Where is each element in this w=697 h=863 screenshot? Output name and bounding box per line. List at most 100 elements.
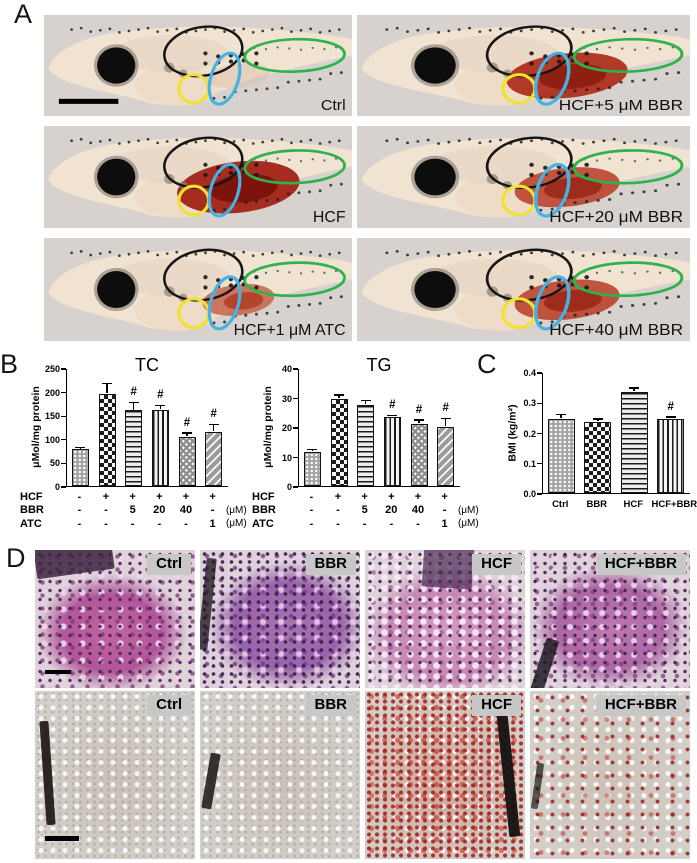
treatment-row-label: BBR	[252, 504, 276, 517]
bar-bmi-0	[547, 418, 575, 493]
x-category-label: HCF+BBR	[651, 499, 697, 510]
significance-hash: #	[130, 386, 137, 399]
y-tick-label: 250	[44, 364, 60, 374]
error-bar	[444, 417, 447, 427]
lipid-stain-core	[539, 64, 607, 90]
histology-image-label: HCF	[472, 695, 521, 716]
y-tick-mark	[536, 463, 542, 465]
error-bar	[633, 387, 636, 392]
treatment-cell: -	[77, 490, 82, 503]
fish-image-ctrl: Ctrl	[44, 15, 352, 116]
bar-bmi-1	[584, 421, 612, 493]
error-bar-cap	[334, 393, 344, 396]
liver-ellipse-annotation	[207, 275, 242, 331]
trunk-ellipse-annotation	[243, 261, 346, 298]
significance-hash: #	[389, 399, 396, 412]
error-bar-cap	[155, 404, 166, 407]
treatment-cell: +	[441, 490, 448, 503]
treatment-cell: -	[77, 504, 82, 517]
treatment-unit-label: (μM)	[457, 518, 479, 530]
lipid-stain-core	[543, 177, 602, 200]
tg-chart: TG μMol/mg protein # # #0 10 20 30 40 HCF - + + + + + BB…	[248, 355, 488, 551]
fish-eye	[97, 158, 136, 196]
bmi-chart: BMI (kg/m²) #0.0 0.1 0.2 0.3 0.4 Ctrl BBR HCF HCF…	[496, 357, 697, 552]
scale-bar	[45, 836, 79, 841]
treatment-row-label: ATC	[252, 517, 274, 530]
treatment-unit-label: (μM)	[225, 504, 247, 516]
y-tick-mark	[292, 427, 298, 429]
tissue-debris-streak	[496, 714, 521, 838]
treatment-row-label: ATC	[20, 517, 42, 530]
treatment-unit-label: (μM)	[457, 504, 479, 516]
treatment-cell: +	[209, 490, 216, 503]
treatment-cell: 5	[129, 504, 136, 517]
bar-tc-0	[71, 449, 89, 486]
x-category-label: Ctrl	[552, 499, 569, 510]
error-bar	[212, 423, 215, 432]
liver-ellipse-annotation	[533, 162, 571, 218]
y-tick-mark	[292, 456, 298, 459]
fish-eye	[97, 270, 136, 309]
treatment-cell: +	[102, 490, 110, 503]
significance-hash: #	[157, 389, 164, 402]
histology-image-label: HCF	[472, 554, 521, 575]
treatment-cell: -	[130, 517, 135, 530]
chart-title-tc: TC	[135, 355, 159, 375]
trunk-ellipse-annotation	[572, 261, 684, 298]
fish-image-hcf-40-m-bbr: HCF+40 μM BBR	[357, 238, 690, 341]
error-bar	[186, 432, 188, 437]
y-tick-mark	[60, 368, 66, 370]
y-tick-mark	[292, 368, 298, 370]
y-tick-label: 0.0	[523, 489, 536, 499]
panel-c-letter: C	[477, 349, 497, 379]
error-bar	[132, 401, 135, 410]
plot-area-tg: # # #	[298, 369, 460, 487]
error-bar-cap	[414, 419, 424, 421]
y-tick-label: 0.3	[523, 398, 536, 409]
treatment-unit-label	[458, 490, 498, 504]
y-tick-label: 50	[49, 458, 60, 469]
brain-ellipse-annotation	[485, 25, 573, 78]
y-tick-mark	[60, 439, 66, 441]
histology-image-label: HCF+BBR	[595, 695, 686, 716]
zebrafish-photo: HCF+1 μM ATC	[44, 238, 352, 341]
histology-image-label: BBR	[305, 554, 356, 575]
treatment-cell: 40	[411, 504, 425, 517]
x-category-label: BBR	[586, 499, 608, 510]
tissue-debris-streak	[200, 557, 217, 651]
error-bar-cap	[75, 446, 86, 449]
error-bar-cap	[128, 401, 139, 404]
treatment-cell: -	[157, 517, 162, 530]
treatment-cell: -	[416, 517, 420, 530]
scale-bar	[58, 98, 119, 104]
error-bar-cap	[556, 413, 567, 416]
plot-area-bmi: #	[542, 373, 690, 494]
y-tick-label: 30	[281, 393, 292, 404]
significance-hash: #	[210, 408, 217, 421]
y-tick-label: 40	[281, 364, 292, 374]
fish-image-label: Ctrl	[321, 97, 346, 114]
trunk-ellipse-annotation	[572, 37, 684, 73]
treatment-unit-label: (μM)	[225, 518, 247, 530]
fish-image-hcf: HCF	[44, 126, 352, 228]
bar-tg-2	[357, 404, 375, 486]
bar-tg-4	[410, 424, 428, 486]
bar-tc-4	[178, 436, 196, 486]
tissue-debris-streak	[530, 762, 545, 810]
y-tick-label: 0	[286, 482, 292, 492]
fish-eye	[414, 270, 456, 309]
fish-image-hcf-5-m-bbr: HCF+5 μM BBR	[357, 15, 690, 116]
zebrafish-photo: Ctrl	[44, 15, 352, 116]
y-tick-label: 0.1	[523, 458, 536, 469]
trunk-ellipse-annotation	[243, 37, 346, 73]
y-tick-mark	[292, 486, 298, 488]
histology-image-label: Ctrl	[147, 695, 191, 716]
bar-tg-3	[383, 416, 401, 486]
error-bar-cap	[360, 399, 371, 402]
bar-bmi-3	[657, 418, 685, 493]
panel-d-letter: D	[6, 543, 26, 573]
treatment-cell: -	[336, 517, 340, 530]
error-bar-cap	[307, 448, 318, 451]
bar-tc-5	[205, 431, 223, 486]
